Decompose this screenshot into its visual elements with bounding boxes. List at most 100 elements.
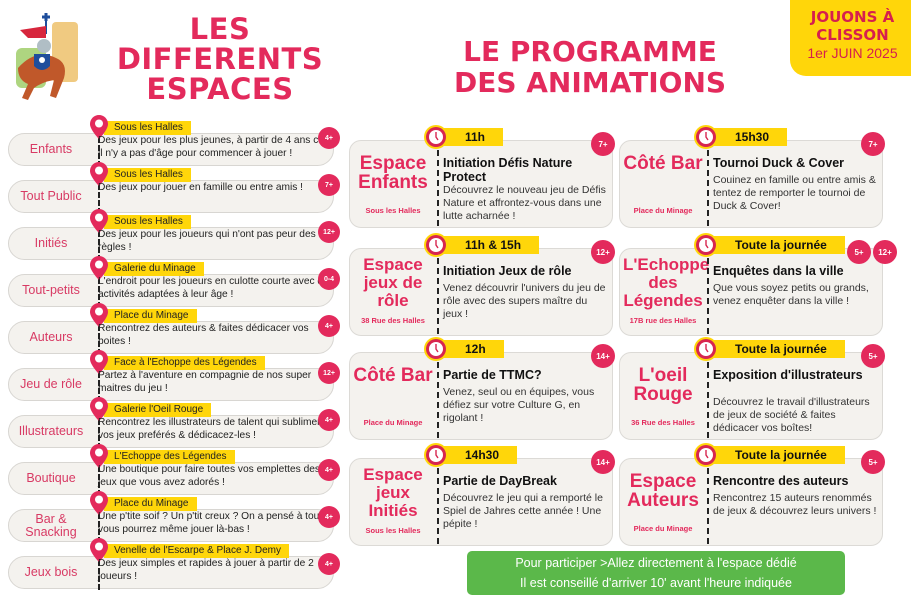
card-background <box>619 352 883 440</box>
age-badge: 5+ <box>847 240 871 264</box>
animation-title: Initiation Défis Nature Protect <box>443 156 573 184</box>
animation-description: Venez, seul ou en équipes, vous défiez s… <box>443 386 595 424</box>
animation-description: Que vous soyez petits ou grands, venez e… <box>713 282 869 307</box>
space-description: Des jeux pour les joueurs qui n'ont pas … <box>98 229 316 253</box>
animation-place: L'oeil Rouge <box>633 365 693 405</box>
space-name: Boutique <box>26 471 76 485</box>
card-background <box>349 248 613 336</box>
space-name: Tout-petits <box>22 283 80 297</box>
animation-card: Toute la journée L'oeil Rouge 36 Rue des… <box>619 337 885 440</box>
age-badge: 12+ <box>873 240 897 264</box>
animation-title: Enquêtes dans la ville <box>713 264 844 278</box>
map-pin-icon <box>90 162 108 186</box>
space-location: Sous les Halles <box>104 168 191 182</box>
dashed-divider <box>707 150 709 226</box>
space-location: Galerie l'Oeil Rouge <box>104 403 212 417</box>
age-badge: 7+ <box>591 132 615 156</box>
space-name: Tout Public <box>20 189 82 203</box>
dashed-divider <box>98 419 100 449</box>
dashed-divider <box>437 362 439 438</box>
age-badge: 4+ <box>318 459 340 481</box>
dashed-divider <box>98 137 100 167</box>
space-row: Bar & Snacking Place du Minage Une p'tit… <box>8 491 340 543</box>
card-background <box>349 140 613 228</box>
dashed-divider <box>437 258 439 334</box>
space-row: Boutique L'Echoppe des Légendes Une bout… <box>8 444 340 496</box>
card-background <box>349 458 613 546</box>
alarm-clock-icon <box>423 124 449 150</box>
alarm-clock-icon <box>423 442 449 468</box>
animation-title: Exposition d'illustrateurs <box>713 368 863 382</box>
animation-card: Toute la journée Espace Auteurs Place du… <box>619 443 885 546</box>
space-name: Initiés <box>34 236 68 250</box>
map-pin-icon <box>90 350 108 374</box>
animation-time: 15h30 <box>713 128 788 146</box>
space-row: Auteurs Place du Minage Rencontrez des a… <box>8 303 340 355</box>
space-row: Jeux bois Venelle de l'Escarpe & Place J… <box>8 538 340 590</box>
animation-description: Rencontrez 15 auteurs renommés de jeux &… <box>713 492 877 517</box>
animation-place: Espace jeux de rôle <box>363 255 423 310</box>
map-pin-icon <box>90 444 108 468</box>
animation-title: Tournoi Duck & Cover <box>713 156 845 170</box>
age-badge: 5+ <box>861 344 885 368</box>
animation-card: 11h & 15h Espace jeux de rôle 38 Rue des… <box>349 233 615 336</box>
age-badge: 4+ <box>318 315 340 337</box>
age-badge: 12+ <box>591 240 615 264</box>
age-badge: 0-4 <box>318 268 340 290</box>
space-name: Bar & Snacking <box>25 511 77 539</box>
animation-description: Découvrez le travail d'illustrateurs de … <box>713 396 870 434</box>
space-location: Venelle de l'Escarpe & Place J. Demy <box>104 544 289 558</box>
space-name: Jeux bois <box>24 565 78 579</box>
animation-address: 17B rue des Halles <box>629 316 697 325</box>
participation-note: Pour participer >Allez directement à l'e… <box>467 551 845 595</box>
animation-description: Découvrez le nouveau jeu de Défis Nature… <box>443 184 606 222</box>
animation-time: 11h & 15h <box>443 236 540 254</box>
animation-address: Place du Minage <box>363 418 423 427</box>
dashed-divider <box>98 372 100 402</box>
space-pill <box>8 180 334 213</box>
dashed-divider <box>98 184 100 214</box>
space-row: Jeu de rôle Face à l'Echoppe des Légende… <box>8 350 340 402</box>
space-description: Une p'tite soif ? Un p'tit creux ? On a … <box>98 511 334 535</box>
alarm-clock-icon <box>693 442 719 468</box>
age-badge: 7+ <box>318 174 340 196</box>
space-location: Galerie du Minage <box>104 262 204 276</box>
map-pin-icon <box>90 303 108 327</box>
animation-card: 12h Côté Bar Place du Minage Partie de T… <box>349 337 615 440</box>
space-description: Une boutique pour faire toutes vos emple… <box>98 464 320 488</box>
animation-time: 12h <box>443 340 504 358</box>
space-description: Des jeux pour les plus jeunes, à partir … <box>98 135 328 159</box>
age-badge: 4+ <box>318 127 340 149</box>
space-location: Sous les Halles <box>104 215 191 229</box>
age-badge: 7+ <box>861 132 885 156</box>
animation-place: L'Echoppe des Légendes <box>623 255 710 310</box>
animation-title: Initiation Jeux de rôle <box>443 264 572 278</box>
dashed-divider <box>98 325 100 355</box>
space-row: Tout Public Sous les Halles Des jeux pou… <box>8 162 340 214</box>
event-badge: JOUONS À CLISSON 1er JUIN 2025 <box>790 0 911 76</box>
space-pill <box>8 133 334 166</box>
animation-place: Côté Bar <box>353 365 433 386</box>
space-location: Place du Minage <box>104 309 197 323</box>
animation-description: Venez découvrir l'univers du jeu de rôle… <box>443 282 606 320</box>
animation-time: 14h30 <box>443 446 518 464</box>
dashed-divider <box>707 468 709 544</box>
age-badge: 4+ <box>318 506 340 528</box>
space-location: L'Echoppe des Légendes <box>104 450 235 464</box>
program-title: LE PROGRAMME DES ANIMATIONS <box>453 35 727 99</box>
space-name: Auteurs <box>29 330 73 344</box>
spaces-title: LES DIFFERENTS ESPACES <box>116 12 324 106</box>
age-badge: 4+ <box>318 553 340 575</box>
space-row: Illustrateurs Galerie l'Oeil Rouge Renco… <box>8 397 340 449</box>
age-badge: 5+ <box>861 450 885 474</box>
animation-address: Place du Minage <box>633 206 693 215</box>
animation-place: Côté Bar <box>623 153 703 174</box>
animation-title: Partie de DayBreak <box>443 474 557 488</box>
space-name: Enfants <box>29 142 73 156</box>
age-badge: 14+ <box>591 450 615 474</box>
dashed-divider <box>437 468 439 544</box>
space-row: Enfants Sous les Halles Des jeux pour le… <box>8 115 340 167</box>
space-pill <box>8 321 334 354</box>
age-badge: 14+ <box>591 344 615 368</box>
alarm-clock-icon <box>693 336 719 362</box>
